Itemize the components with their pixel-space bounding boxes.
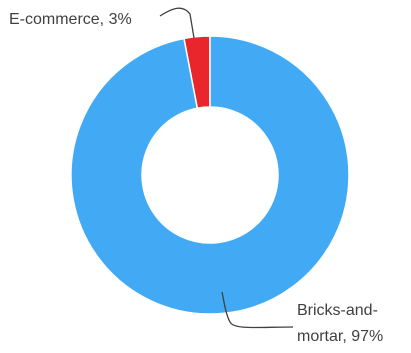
data-label-bricks-line-2: mortar, 97% [297,328,383,345]
leader-line-ecommerce [159,7,195,39]
donut-slices [70,35,350,315]
donut-slice-bricks-and-mortar [70,35,350,315]
data-label-ecommerce: E-commerce, 3% [9,11,132,28]
leader-line-bricks-and-mortar [221,291,294,329]
data-label-bricks-line-1: Bricks-and- [297,302,378,319]
